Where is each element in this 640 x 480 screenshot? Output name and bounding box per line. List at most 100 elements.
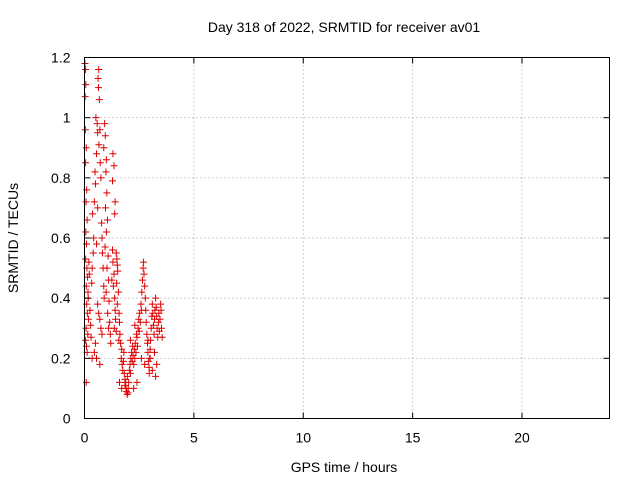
y-axis-label: SRMTID / TECUs [5,183,21,293]
data-point [94,75,102,83]
data-point [106,330,114,338]
data-point [120,369,128,377]
data-point [150,330,158,338]
data-point [102,156,110,164]
data-point [152,303,160,311]
data-point [112,327,120,335]
data-point [115,309,123,317]
data-point [100,282,108,290]
data-point [85,258,93,266]
data-point [95,84,102,92]
y-tick-label: 0.6 [51,230,71,246]
data-point [116,318,123,326]
data-point [113,261,121,269]
data-point [142,306,150,314]
data-point [133,342,141,350]
data-point [90,198,98,206]
data-point [145,369,153,377]
x-tick-label: 5 [190,430,198,446]
data-point [104,252,112,260]
data-point [93,240,101,248]
data-point [144,357,152,365]
data-point [100,294,108,302]
data-point [95,141,103,149]
y-tick-label: 0.2 [51,350,71,366]
data-point [136,309,144,317]
data-point [142,318,150,326]
tick-layer: 0 5 10 15 20 0 0.2 0.4 0.6 0.8 1 1.2 [51,50,610,446]
data-point [120,348,128,356]
data-point [119,357,127,365]
data-point [97,174,105,182]
data-point [85,270,93,278]
data-point [118,384,126,392]
data-point [109,246,116,254]
data-point [151,348,158,356]
data-point [146,345,154,353]
data-point [115,336,123,344]
data-point [102,228,110,236]
data-point [112,249,120,257]
data-point [105,297,113,305]
data-point [125,366,133,374]
data-point [103,189,111,197]
x-tick-label: 20 [514,430,530,446]
data-point [137,354,145,362]
data-point [138,276,146,284]
data-point [111,294,119,302]
data-point [156,315,164,323]
data-point [130,384,138,392]
y-tick-label: 0 [63,411,71,427]
data-point [111,198,119,206]
data-point [98,249,106,257]
data-point [106,318,114,326]
data-point [95,96,103,104]
data-point [116,330,124,338]
chart-title: Day 318 of 2022, SRMTID for receiver av0… [208,19,481,35]
data-point [87,321,95,329]
data-point [130,345,138,353]
data-point [138,288,146,296]
data-point [109,258,117,266]
data-point [130,360,138,368]
data-point [102,168,110,176]
data-point [82,198,90,206]
data-point [113,279,121,287]
data-point [145,363,153,371]
data-point [104,309,112,317]
data-point [95,309,103,317]
data-point [158,333,166,341]
data-point [87,333,95,341]
data-point [109,282,117,290]
data-point [93,150,101,158]
data-point [111,306,119,314]
data-point [93,120,101,128]
data-point [149,321,157,329]
data-point [119,366,127,374]
data-point [102,288,110,296]
data-point [153,360,161,368]
data-point [98,330,106,338]
data-point [82,144,90,152]
data-point [82,66,90,74]
data-point [103,216,111,224]
data-point [141,294,149,302]
data-point [81,126,89,134]
data-point [94,300,102,308]
data-point [152,372,160,380]
data-point [84,330,92,338]
data-point [113,255,121,263]
y-tick-label: 0.8 [51,170,71,186]
data-point [141,360,149,368]
data-point [84,315,92,323]
data-point [94,204,102,212]
x-tick-label: 15 [405,430,421,446]
data-point [82,378,90,386]
data-point [116,378,123,386]
data-point [90,234,98,242]
data-point [81,93,89,101]
data-point [123,387,130,395]
data-point [125,378,133,386]
data-point [137,300,145,308]
data-point [126,369,134,377]
